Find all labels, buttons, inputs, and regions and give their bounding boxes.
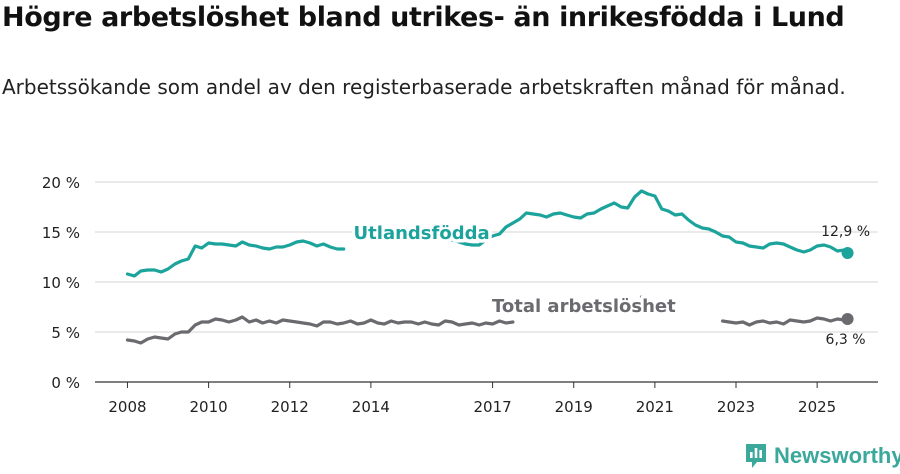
series-label: Total arbetslöshet <box>492 296 676 317</box>
chart-title: Högre arbetslöshet bland utrikes- än inr… <box>2 2 845 33</box>
series-line-total-arbetsl-shet <box>721 316 850 327</box>
y-tick-label: 15 % <box>42 224 80 242</box>
y-tick-label: 10 % <box>42 274 80 292</box>
x-tick-label: 2012 <box>271 398 309 416</box>
x-tick-label: 2021 <box>636 398 674 416</box>
bar-chart-logo-icon <box>746 444 766 468</box>
x-tick-label: 2017 <box>473 398 511 416</box>
y-tick-label: 20 % <box>42 174 80 192</box>
grid-layer <box>95 181 878 383</box>
series-layer <box>125 189 854 345</box>
x-tick-label: 2019 <box>555 398 593 416</box>
end-point-marker <box>841 247 854 259</box>
series-line-total-arbetsl-shet <box>125 315 515 345</box>
brand-name: Newsworthy <box>774 443 900 468</box>
x-tick-label: 2008 <box>108 398 146 416</box>
y-tick-label: 5 % <box>51 324 80 342</box>
end-value-label: 12,9 % <box>821 224 870 240</box>
series-line-total-arbetsl-shet <box>639 295 657 304</box>
series-label-halo: Utlandsfödda <box>354 223 490 244</box>
series-line-utlandsf-dda <box>125 239 346 278</box>
series-line-utlandsf-dda <box>450 189 850 255</box>
newsworthy-logo: Newsworthy <box>744 442 900 470</box>
x-tick-label: 2023 <box>717 398 755 416</box>
x-tick-label: 2010 <box>190 398 228 416</box>
axis-layer: 0 % 5 % 10 % 15 % 20 % 2008 2010 2012 2014 2017 20… <box>42 174 836 416</box>
end-value-label: 6,3 % <box>826 332 866 348</box>
y-tick-label: 0 % <box>51 374 80 392</box>
series-label: Utlandsfödda <box>354 223 490 244</box>
x-tick-label: 2025 <box>798 398 836 416</box>
x-tick-label: 2014 <box>352 398 390 416</box>
series-label-halo: Total arbetslöshet <box>492 296 676 317</box>
end-point-marker <box>841 313 854 325</box>
label-layer: 12,9 %6,3 %UtlandsföddaUtlandsföddaTotal… <box>350 220 870 349</box>
chart-subtitle: Arbetssökande som andel av den registerb… <box>2 75 846 99</box>
